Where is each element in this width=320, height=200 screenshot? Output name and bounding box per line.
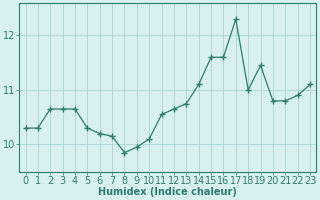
X-axis label: Humidex (Indice chaleur): Humidex (Indice chaleur) bbox=[98, 187, 237, 197]
